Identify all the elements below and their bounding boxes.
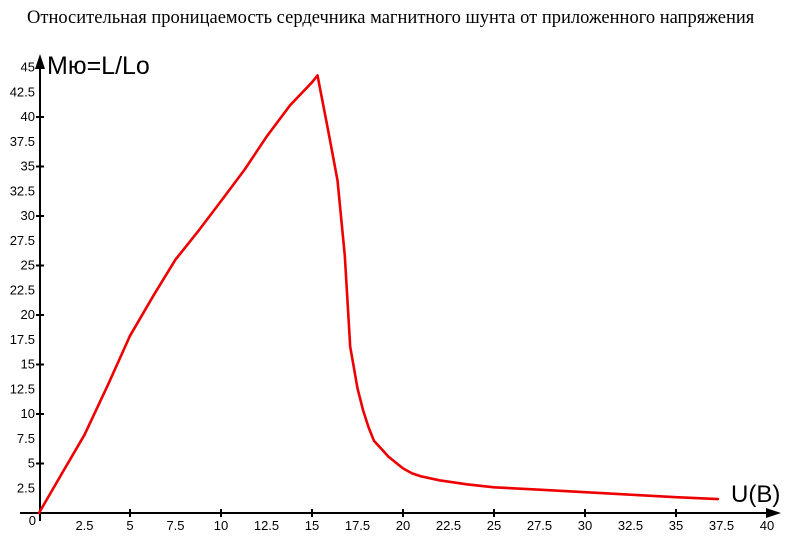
x-tick-label: 27.5 xyxy=(527,518,552,533)
x-tick-label: 17.5 xyxy=(345,518,370,533)
y-tick-label: 15 xyxy=(21,357,35,372)
x-axis-arrow-icon xyxy=(766,508,781,518)
x-axis-label: U(В) xyxy=(731,481,781,508)
permeability-curve xyxy=(37,74,720,515)
y-tick-label: 22.5 xyxy=(10,282,35,297)
y-tick-label: 27.5 xyxy=(10,233,35,248)
y-tick-label: 12.5 xyxy=(10,381,35,396)
y-tick-label: 17.5 xyxy=(10,332,35,347)
y-tick-label: 40 xyxy=(21,109,35,124)
y-tick-label: 20 xyxy=(21,307,35,322)
y-tick-label: 2.5 xyxy=(17,480,35,495)
y-tick-label: 35 xyxy=(21,159,35,174)
x-tick-label: 10 xyxy=(214,518,228,533)
y-tick-label: 42.5 xyxy=(10,84,35,99)
y-axis-arrow-icon xyxy=(35,54,45,69)
x-tick-label: 30 xyxy=(578,518,592,533)
x-tick-label: 2.5 xyxy=(75,518,93,533)
y-tick-label: 25 xyxy=(21,258,35,273)
x-tick-label: 32.5 xyxy=(618,518,643,533)
y-tick-label: 45 xyxy=(21,60,35,75)
y-tick-label: 5 xyxy=(28,456,35,471)
y-axis-label: Мю=L/Lo xyxy=(47,52,150,80)
y-tick-label: 10 xyxy=(21,406,35,421)
origin-tick-label: 0 xyxy=(29,513,36,528)
y-tick-label: 37.5 xyxy=(10,134,35,149)
x-tick-label: 12.5 xyxy=(254,518,279,533)
x-tick-label: 37.5 xyxy=(709,518,734,533)
x-tick-label: 7.5 xyxy=(166,518,184,533)
chart-title: Относительная проницаемость сердечника м… xyxy=(27,8,755,28)
x-tick-label: 35 xyxy=(669,518,683,533)
x-tick-label: 15 xyxy=(305,518,319,533)
x-tick-label: 40 xyxy=(760,518,774,533)
x-tick-label: 20 xyxy=(396,518,410,533)
y-tick-label: 30 xyxy=(21,208,35,223)
x-tick-label: 22.5 xyxy=(436,518,461,533)
x-tick-label: 5 xyxy=(126,518,133,533)
x-tick-label: 25 xyxy=(487,518,501,533)
y-tick-label: 7.5 xyxy=(17,431,35,446)
y-tick-label: 32.5 xyxy=(10,183,35,198)
